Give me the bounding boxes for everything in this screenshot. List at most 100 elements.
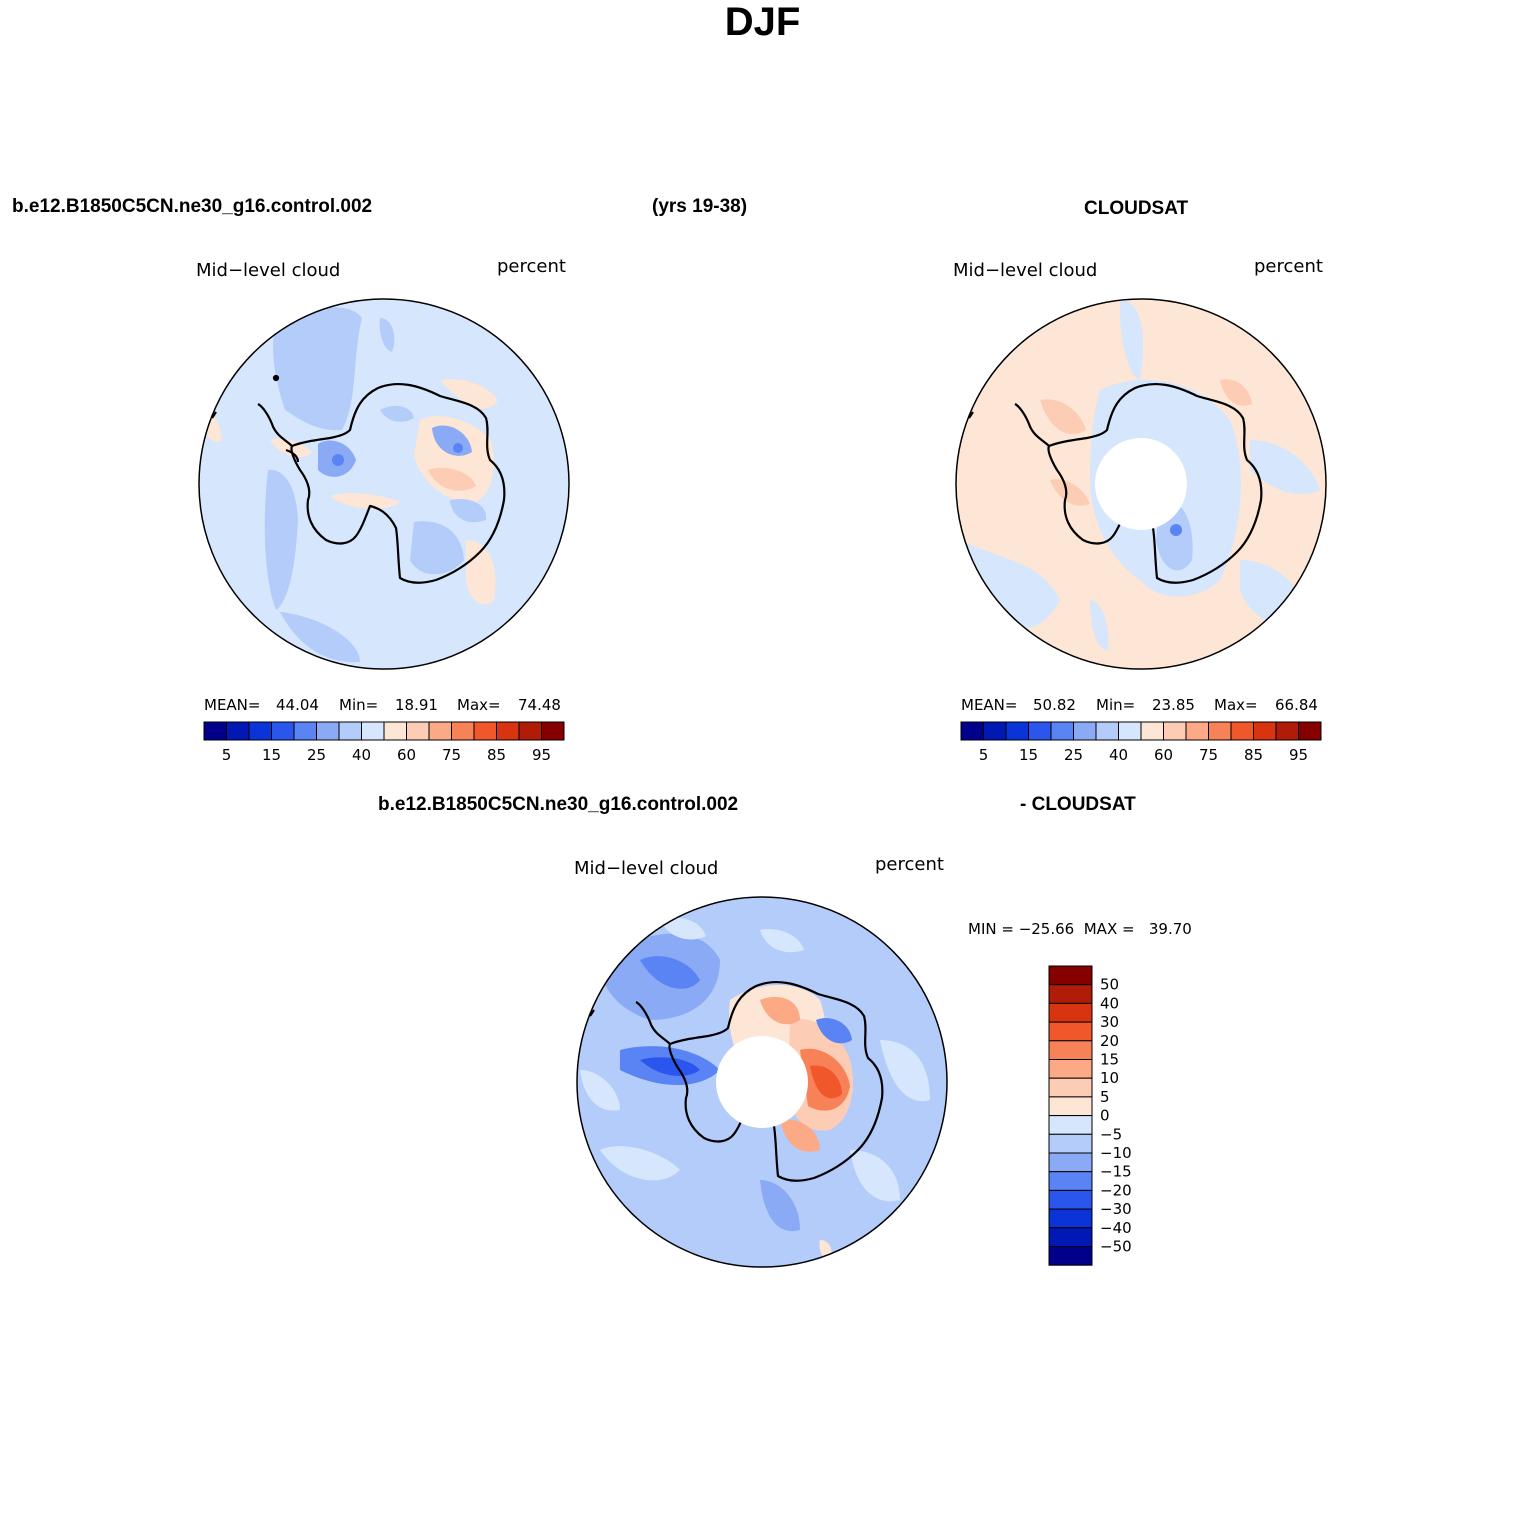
- panel3-colorbar-label: 30: [1100, 1013, 1119, 1031]
- panel3-polar-gap: [716, 1036, 808, 1128]
- panel1-max-label: Max=: [457, 696, 501, 714]
- panel1-colorbar-label: 85: [487, 746, 506, 764]
- panel1-colorbar-label: 75: [442, 746, 461, 764]
- panel2-colorbar-box: [1253, 721, 1277, 741]
- panel2-colorbar-label: 25: [1064, 746, 1083, 764]
- panel1-colorbar-box: [518, 721, 542, 741]
- panel3-colorbar-box: [1048, 965, 1093, 986]
- panel3-colorbar-box: [1048, 1040, 1093, 1061]
- panel3-colorbar-label: 50: [1100, 976, 1119, 994]
- panel3-colorbar-box: [1048, 1115, 1093, 1135]
- panel2-colorbar-box: [1208, 721, 1232, 741]
- panel2-colorbar-box: [1073, 721, 1097, 741]
- panel3-colorbar-label: −20: [1100, 1181, 1132, 1199]
- panel2-colorbar-label: 40: [1109, 746, 1128, 764]
- panel1-colorbar-box: [271, 721, 295, 741]
- panel1-colorbar-box: [473, 721, 497, 741]
- panel2-mean-value: 50.82: [1033, 696, 1076, 714]
- panel2-colorbar-box: [1028, 721, 1052, 741]
- panel3-colorbar-label: −50: [1100, 1238, 1132, 1256]
- panel2-colorbar-label: 5: [979, 746, 989, 764]
- panel2-variable-label: Mid−level cloud: [953, 260, 1098, 281]
- panel2-max-value: 66.84: [1275, 696, 1318, 714]
- panel3-colorbar-label: 0: [1100, 1107, 1110, 1125]
- panel3-min-max-label: MIN = −25.66 MAX = 39.70: [968, 920, 1192, 938]
- panel2-colorbar-label: 75: [1199, 746, 1218, 764]
- panel3-colorbar-label: −15: [1100, 1163, 1132, 1181]
- panel3-colorbar-label: 20: [1100, 1032, 1119, 1050]
- panel1-units-label: percent: [497, 256, 566, 277]
- panel1-colorbar-label: 25: [307, 746, 326, 764]
- panel1-mean-label: MEAN=: [204, 696, 261, 714]
- panel1-colorbar-label: 15: [262, 746, 281, 764]
- panel1-colorbar-label: 60: [397, 746, 416, 764]
- panel1-min-label: Min=: [339, 696, 379, 714]
- panel1-colorbar-box: [428, 721, 452, 741]
- panel2-coastline: [968, 382, 1263, 584]
- panel3-colorbar-label: 5: [1100, 1088, 1110, 1106]
- panel2-colorbar-box: [960, 721, 984, 741]
- panel1-min-value: 18.91: [395, 696, 438, 714]
- panel1-mean-value: 44.04: [276, 696, 319, 714]
- obs-name-top-right: CLOUDSAT: [1084, 198, 1189, 219]
- panel3-colorbar-box: [1048, 1246, 1093, 1266]
- panel1-colorbar-box: [293, 721, 317, 741]
- panel3-colorbar-label: 15: [1100, 1051, 1119, 1069]
- panel2-colorbar-label: 85: [1244, 746, 1263, 764]
- panel2-colorbar-label: 15: [1019, 746, 1038, 764]
- panel1-map: [199, 299, 569, 669]
- panel3-colorbar-box: [1048, 1208, 1093, 1229]
- panel3-colorbar-label: −30: [1100, 1200, 1132, 1218]
- case-name-top-left: b.e12.B1850C5CN.ne30_g16.control.002: [12, 196, 373, 217]
- panel3-map-border: [576, 896, 948, 1268]
- case-name-bottom: b.e12.B1850C5CN.ne30_g16.control.002: [378, 794, 739, 815]
- panel3-colorbar-box: [1048, 1133, 1093, 1154]
- panel1-coastline: [211, 374, 506, 584]
- panel3-colorbar-box: [1048, 1171, 1093, 1191]
- panel1-colorbar-box: [406, 721, 430, 741]
- panel3-coastline: [589, 980, 884, 1182]
- panel2-colorbar-box: [1298, 721, 1322, 741]
- panel2-colorbar-box: [1163, 721, 1187, 741]
- panel1-colorbar-label: 95: [532, 746, 551, 764]
- panel1-max-value: 74.48: [518, 696, 561, 714]
- panel2-colorbar: 5 15 25 40 60 75 85 95: [960, 721, 1322, 764]
- panel3-colorbar-label: 40: [1100, 994, 1119, 1012]
- panel3-colorbar-box: [1048, 1227, 1093, 1248]
- panel1-colorbar-label: 40: [352, 746, 371, 764]
- panel2-mean-label: MEAN=: [961, 696, 1018, 714]
- obs-name-bottom: - CLOUDSAT: [1020, 794, 1136, 815]
- panel3-colorbar-box: [1048, 1152, 1093, 1173]
- panel3-colorbar-box: [1048, 1096, 1093, 1117]
- panel3-colorbar-box: [1048, 984, 1093, 1004]
- panel2-colorbar-label: 95: [1289, 746, 1308, 764]
- panel2-colorbar-box: [1275, 721, 1299, 741]
- panel3-colorbar-box: [1048, 1059, 1093, 1079]
- panel1-colorbar-box: [248, 721, 272, 741]
- panel3-colorbar-label: −10: [1100, 1144, 1132, 1162]
- years-label: (yrs 19-38): [652, 196, 748, 217]
- panel1-colorbar-box: [226, 721, 250, 741]
- panel2-colorbar-label: 60: [1154, 746, 1173, 764]
- panel3-colorbar-box: [1048, 1189, 1093, 1210]
- panel2-colorbar-box: [1118, 721, 1142, 741]
- panel1-colorbar-box: [541, 721, 565, 741]
- panel1-colorbar-box: [383, 721, 407, 741]
- page-title: DJF: [724, 0, 801, 44]
- panel1-colorbar-label: 5: [222, 746, 232, 764]
- panel2-units-label: percent: [1254, 256, 1323, 277]
- panel1-colorbar-box: [451, 721, 475, 741]
- panel1-map-border: [198, 298, 570, 670]
- panel2-map-border: [955, 298, 1327, 670]
- panel2-max-label: Max=: [1214, 696, 1258, 714]
- panel3-colorbar-label: 10: [1100, 1069, 1119, 1087]
- panel2-colorbar-box: [1005, 721, 1029, 741]
- panel3-colorbar-box: [1048, 1021, 1093, 1042]
- panel2-colorbar-box: [1185, 721, 1209, 741]
- panel1-colorbar-box: [316, 721, 340, 741]
- panel2-colorbar-box: [983, 721, 1007, 741]
- panel3-colorbar-label: −5: [1100, 1125, 1122, 1143]
- panel3-colorbar-label: −40: [1100, 1219, 1132, 1237]
